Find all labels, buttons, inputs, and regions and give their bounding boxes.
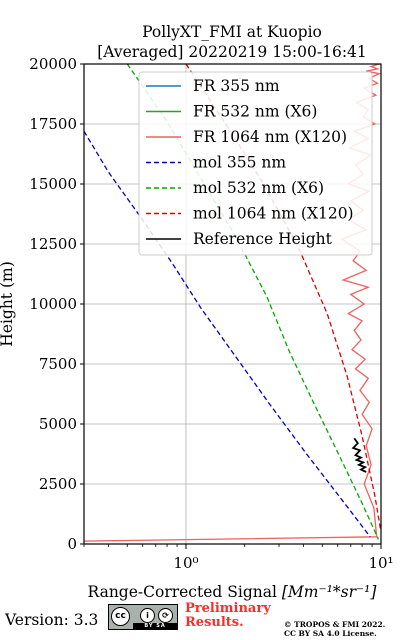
copyright-line-2: CC BY SA 4.0 License.: [284, 629, 377, 638]
axis-ticks: [80, 63, 382, 549]
attribution-icon: i: [140, 608, 155, 623]
y-tick-label: 10000: [29, 295, 77, 313]
preliminary-note: Preliminary Results.: [185, 602, 271, 630]
x-axis-label-text: Range-Corrected Signal: [88, 583, 277, 601]
y-tick-label: 12500: [29, 235, 77, 253]
copyright-note: © TROPOS & FMI 2022. CC BY SA 4.0 Licens…: [284, 620, 385, 638]
copyright-line-1: © TROPOS & FMI 2022.: [284, 620, 386, 629]
y-tick-label: 5000: [39, 415, 77, 433]
chart-title: PollyXT_FMI at Kuopio: [142, 23, 322, 41]
legend-box: [138, 71, 373, 256]
legend-label-1: FR 532 nm (X6): [193, 103, 317, 121]
y-tick-label: 0: [67, 535, 77, 553]
chart-subtitle: [Averaged] 20220219 15:00-16:41: [97, 43, 367, 61]
x-axis-label-unit: [Mm⁻¹*sr⁻¹]: [282, 583, 378, 601]
y-tick-label: 20000: [29, 55, 77, 73]
cc-icon: cc: [111, 607, 130, 626]
series-line-4: [126, 64, 379, 540]
x-tick-label: 10¹: [368, 554, 393, 572]
legend-label-3: mol 355 nm: [193, 154, 286, 172]
x-tick-label: 10⁰: [173, 554, 198, 572]
series-line-6: [351, 437, 368, 473]
preliminary-line-2: Results.: [185, 615, 244, 630]
series-line-3: [84, 130, 371, 538]
cc-license-badge: cc i ⟳ BY SA: [108, 604, 178, 630]
cc-badge-strip: BY SA: [133, 623, 177, 629]
legend-label-0: FR 355 nm: [193, 77, 280, 95]
y-tick-label: 7500: [39, 355, 77, 373]
preliminary-line-1: Preliminary: [185, 601, 271, 616]
share-alike-icon: ⟳: [158, 608, 173, 623]
legend-label-5: mol 1064 nm (X120): [193, 205, 354, 223]
legend: FR 355 nm FR 532 nm (X6) FR 1064 nm (X120)…: [138, 71, 373, 256]
y-tick-label: 2500: [39, 475, 77, 493]
x-axis-label: Range-Corrected Signal [Mm⁻¹*sr⁻¹]: [88, 583, 378, 601]
y-tick-label: 15000: [29, 175, 77, 193]
legend-label-2: FR 1064 nm (X120): [193, 128, 347, 146]
version-label: Version: 3.3: [5, 611, 99, 629]
y-tick-label: 17500: [29, 115, 77, 133]
legend-label-4: mol 532 nm (X6): [193, 179, 324, 197]
y-axis-label: Height (m): [0, 261, 16, 347]
x-tick-labels: 10⁰ 10¹: [173, 554, 393, 572]
y-tick-labels: 0 2500 5000 7500 10000 12500 15000 17500 20000: [29, 55, 77, 553]
legend-label-6: Reference Height: [193, 230, 333, 248]
